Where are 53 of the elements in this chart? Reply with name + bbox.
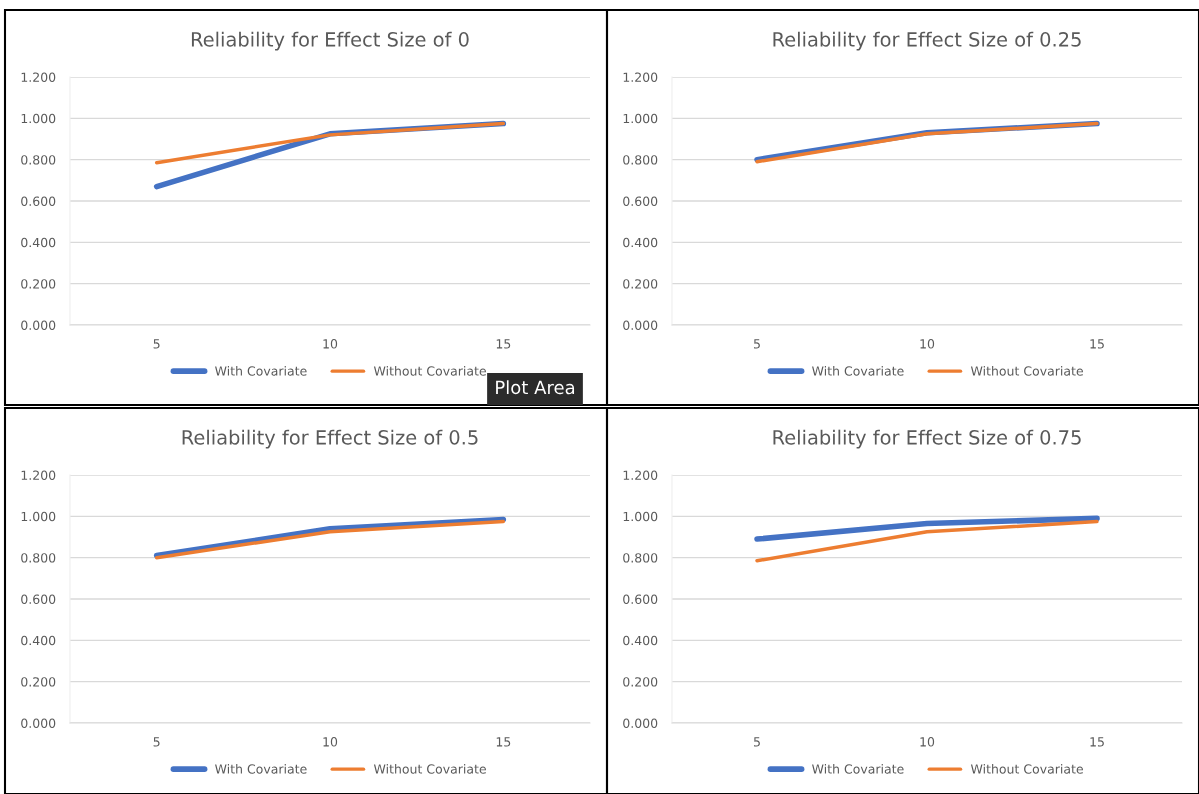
y-tick-label: 0.800 — [21, 155, 56, 165]
y-tick-label: 0.400 — [623, 635, 658, 646]
x-tick-label: 15 — [496, 339, 511, 349]
legend-label: Without Covariate — [970, 764, 1083, 774]
chart-title: Reliability for Effect Size of 0.5 — [182, 429, 478, 449]
y-tick-label: 1.200 — [21, 470, 56, 480]
chart-title: Reliability for Effect Size of 0 — [191, 31, 469, 51]
y-tick-label: 0.600 — [623, 196, 658, 206]
x-tick-label: 5 — [753, 737, 760, 747]
x-tick-label: 10 — [920, 339, 935, 349]
y-tick-label: 1.000 — [21, 113, 56, 124]
y-tick-label: 0.800 — [623, 553, 658, 563]
legend-label: With Covariate — [812, 366, 904, 376]
legend-label: With Covariate — [215, 366, 307, 376]
y-tick-label: 1.000 — [623, 511, 658, 522]
chart-title: Reliability for Effect Size of 0.75 — [773, 429, 1081, 449]
text: Plot Area — [496, 380, 575, 395]
x-tick-label: 15 — [1090, 339, 1104, 349]
legend-label: With Covariate — [812, 764, 904, 774]
y-tick-label: 0.600 — [21, 196, 56, 206]
y-tick-label: 0.200 — [623, 677, 658, 687]
y-tick-label: 0.400 — [21, 237, 56, 248]
y-tick-label: 1.000 — [21, 511, 56, 522]
legend-label: Without Covariate — [970, 366, 1083, 376]
legend-label: With Covariate — [215, 764, 307, 774]
y-tick-label: 0.400 — [21, 635, 56, 646]
x-tick-label: 5 — [153, 737, 160, 747]
x-tick-label: 10 — [323, 737, 338, 747]
y-tick-label: 1.000 — [623, 113, 658, 124]
x-tick-label: 15 — [1090, 737, 1104, 747]
y-tick-label: 0.000 — [21, 320, 56, 330]
y-tick-label: 0.000 — [623, 320, 658, 330]
x-tick-label: 10 — [323, 339, 338, 349]
legend-label: Without Covariate — [373, 764, 486, 774]
y-tick-label: 1.200 — [623, 72, 658, 82]
y-tick-label: 0.400 — [623, 237, 658, 248]
y-tick-label: 0.800 — [623, 155, 658, 165]
y-tick-label: 0.800 — [21, 553, 56, 563]
y-tick-label: 1.200 — [21, 72, 56, 82]
y-tick-label: 1.200 — [623, 470, 658, 480]
y-tick-label: 0.000 — [21, 718, 56, 728]
legend-label: Without Covariate — [373, 366, 486, 376]
x-tick-label: 5 — [153, 339, 160, 349]
y-tick-label: 0.600 — [21, 594, 56, 604]
y-tick-label: 0.200 — [21, 677, 56, 687]
y-tick-label: 0.600 — [623, 594, 658, 604]
x-tick-label: 5 — [753, 339, 760, 349]
chart-title: Reliability for Effect Size of 0.25 — [773, 31, 1081, 51]
x-tick-label: 10 — [920, 737, 935, 747]
x-tick-label: 15 — [496, 737, 511, 747]
y-tick-label: 0.000 — [623, 718, 658, 728]
y-tick-label: 0.200 — [623, 279, 658, 289]
y-tick-label: 0.200 — [21, 279, 56, 289]
